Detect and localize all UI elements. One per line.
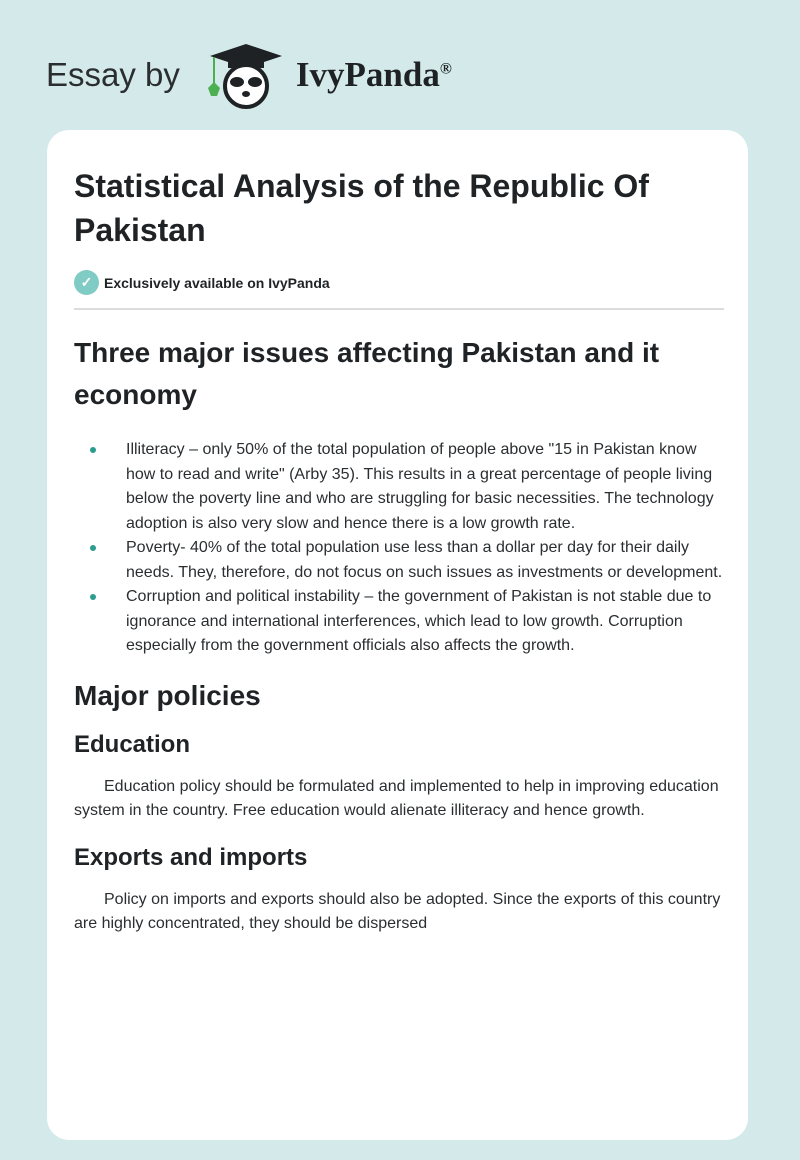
exports-paragraph: Policy on imports and exports should als… <box>74 890 721 933</box>
list-item: Illiteracy – only 50% of the total popul… <box>74 438 724 536</box>
subheading-exports-imports: Exports and imports <box>74 843 308 871</box>
brand-logo-text: IvyPanda® <box>295 55 452 94</box>
issues-list: Illiteracy – only 50% of the total popul… <box>74 438 724 659</box>
badge-text: Exclusively available on IvyPanda <box>104 274 330 291</box>
list-item: Poverty- 40% of the total population use… <box>74 536 724 585</box>
article-card: Statistical Analysis of the Republic Of … <box>47 130 748 1140</box>
essay-by-label: Essay by <box>46 56 180 93</box>
section-heading-issues: Three major issues affecting Pakistan an… <box>74 337 660 410</box>
list-item: Corruption and political instability – t… <box>74 585 724 659</box>
panda-logo-icon[interactable] <box>198 40 288 110</box>
education-paragraph: Education policy should be formulated an… <box>74 777 719 820</box>
divider <box>74 308 724 310</box>
page-title: Statistical Analysis of the Republic Of … <box>74 168 649 248</box>
subheading-education: Education <box>74 730 191 758</box>
site-header: Essay by IvyPanda® <box>46 40 452 110</box>
exclusive-badge: ✓ Exclusively available on IvyPanda <box>74 270 724 295</box>
check-icon: ✓ <box>74 270 99 295</box>
section-heading-policies: Major policies <box>74 679 261 711</box>
